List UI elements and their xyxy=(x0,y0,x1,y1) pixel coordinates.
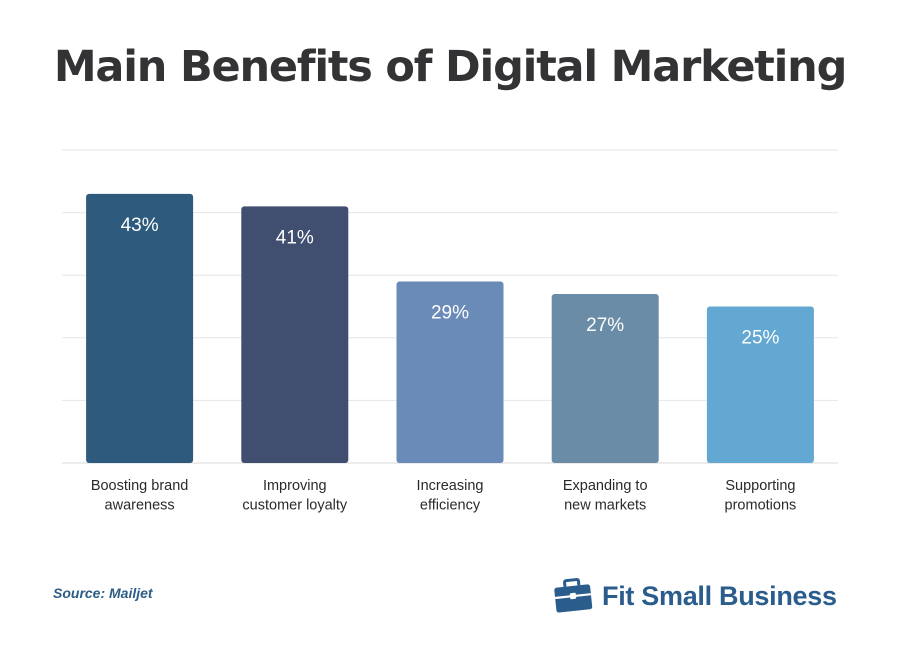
value-labels: 43% 41% 29% 27% 25% xyxy=(121,215,780,349)
bar xyxy=(396,281,504,463)
category-label: Improving xyxy=(263,478,327,494)
category-label: Expanding to xyxy=(563,478,648,494)
source-note: Source: Mailjet xyxy=(53,585,153,601)
category-label: promotions xyxy=(725,498,797,514)
bar-value-label: 27% xyxy=(586,315,624,336)
bar xyxy=(551,293,659,463)
briefcase-icon xyxy=(554,578,593,613)
bar-value-label: 25% xyxy=(741,328,779,349)
bar xyxy=(86,193,194,463)
category-label: customer loyalty xyxy=(242,498,348,514)
category-label: Increasing xyxy=(417,478,484,494)
bar xyxy=(706,306,814,463)
category-label: Supporting xyxy=(725,478,795,494)
chart-title: Main Benefits of Digital Marketing xyxy=(53,42,848,92)
bar xyxy=(241,206,349,463)
category-labels: Boosting brand awareness Improving customer… xyxy=(91,478,796,514)
category-label: new markets xyxy=(564,498,646,514)
category-label: efficiency xyxy=(420,498,481,514)
bars xyxy=(86,193,814,463)
brand-logo[interactable]: Fit Small Business xyxy=(552,576,837,616)
bar-value-label: 43% xyxy=(121,215,159,236)
bar-value-label: 41% xyxy=(276,227,314,248)
brand-name: Fit Small Business xyxy=(602,580,837,611)
category-label: awareness xyxy=(105,498,175,514)
category-label: Boosting brand xyxy=(91,478,189,494)
bar-value-label: 29% xyxy=(431,302,469,323)
